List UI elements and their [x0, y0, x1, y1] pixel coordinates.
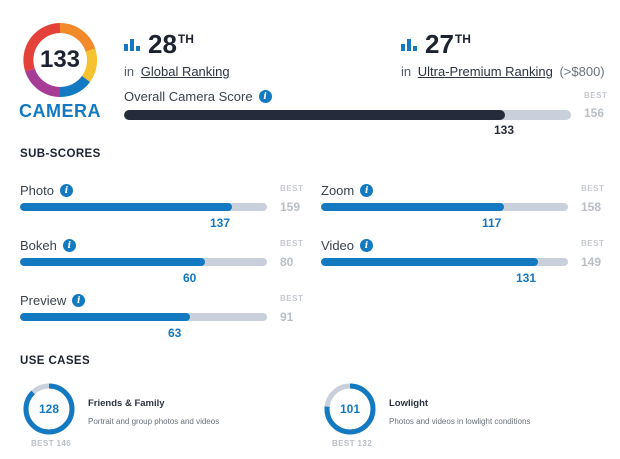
- subscore-zoom-best-caption: BEST: [581, 184, 605, 193]
- subscore-photo-label: Photo i: [20, 183, 73, 198]
- subscore-bokeh-fill: [20, 258, 206, 266]
- usecase-score: 101: [339, 402, 361, 416]
- subscore-preview-value: 63: [168, 326, 182, 340]
- badge-score: 133: [39, 46, 81, 73]
- subscore-label-text: Zoom: [321, 183, 355, 198]
- global-rank-number: 28: [148, 29, 177, 59]
- overall-score-fill: [124, 110, 506, 120]
- usecase-lowlight-text: Lowlight Photos and videos in lowlight c…: [389, 398, 530, 426]
- overall-score-bar: [124, 110, 571, 120]
- usecase-description: Photos and videos in lowlight conditions: [389, 417, 531, 426]
- subscore-video-bar: [321, 258, 568, 266]
- segment-rank-number: 27: [425, 29, 454, 59]
- global-rank-suffix: TH: [177, 32, 194, 46]
- segment-rank-prefix: in: [401, 64, 412, 79]
- usecase-lowlight-ring: 101: [323, 382, 377, 436]
- usecase-title: Lowlight: [389, 398, 429, 409]
- overall-score-label: Overall Camera Score i: [124, 89, 272, 104]
- badge-ring-icon: [23, 23, 98, 98]
- subscore-zoom-value: 117: [482, 216, 502, 230]
- overall-best-value: 156: [584, 106, 605, 120]
- segment-rank-suffix: TH: [454, 32, 471, 46]
- category-label: CAMERA: [19, 101, 101, 121]
- subscore-preview-bar: [20, 313, 267, 321]
- overall-best-caption: BEST: [584, 91, 608, 100]
- subscore-zoom-best: 158: [581, 200, 602, 214]
- subscore-photo-value: 137: [210, 216, 231, 230]
- usecase-friends-family-best: BEST 146: [31, 439, 72, 448]
- bar-chart-icon: [401, 38, 417, 51]
- info-icon[interactable]: i: [59, 184, 73, 197]
- subscore-preview-best: 91: [280, 310, 294, 324]
- subscore-video-best: 149: [581, 255, 602, 269]
- usecase-title: Friends & Family: [88, 398, 165, 409]
- subscore-zoom-bar: [321, 203, 568, 211]
- global-ranking-link[interactable]: Global Ranking: [140, 64, 230, 79]
- segment-ranking-link[interactable]: Ultra-Premium Ranking: [417, 64, 553, 79]
- subscore-preview-best-caption: BEST: [280, 294, 304, 303]
- overall-score-value: 133: [494, 123, 515, 137]
- overall-label-text: Overall Camera Score: [124, 89, 253, 104]
- subscore-bokeh-best-caption: BEST: [280, 239, 304, 248]
- subscore-photo-best-caption: BEST: [280, 184, 304, 193]
- info-icon[interactable]: i: [258, 90, 272, 103]
- usecase-score: 128: [38, 402, 60, 416]
- segment-price-range: (>$800): [559, 64, 605, 79]
- subscore-preview-label: Preview i: [20, 293, 86, 308]
- global-ranking: 28 TH in Global Ranking: [124, 30, 230, 79]
- info-icon[interactable]: i: [72, 294, 86, 307]
- subscore-label-text: Video: [321, 238, 355, 253]
- subscore-video-value: 131: [516, 271, 537, 285]
- segment-ranking: 27 TH in Ultra-Premium Ranking (>$800): [401, 30, 605, 79]
- info-icon[interactable]: i: [62, 239, 76, 252]
- subscore-zoom-fill: [321, 203, 504, 211]
- usecase-friends-family-ring: 128: [22, 382, 76, 436]
- subscore-bokeh-best: 80: [280, 255, 294, 269]
- subscores-title: SUB-SCORES: [20, 148, 101, 160]
- subscore-photo-bar: [20, 203, 267, 211]
- global-rank-prefix: in: [124, 64, 135, 79]
- subscore-photo-best: 159: [280, 200, 301, 214]
- subscore-video-fill: [321, 258, 539, 266]
- subscore-bokeh-bar: [20, 258, 267, 266]
- bar-chart-icon: [124, 38, 140, 51]
- subscore-bokeh-label: Bokeh i: [20, 238, 76, 253]
- subscore-zoom-label: Zoom i: [321, 183, 374, 198]
- camera-score-badge: 133: [20, 20, 100, 100]
- subscore-photo-fill: [20, 203, 233, 211]
- use-cases-title: USE CASES: [20, 355, 91, 367]
- subscore-label-text: Preview: [20, 293, 67, 308]
- subscore-video-best-caption: BEST: [581, 239, 605, 248]
- info-icon[interactable]: i: [360, 184, 374, 197]
- usecase-description: Portrait and group photos and videos: [88, 417, 220, 426]
- info-icon[interactable]: i: [360, 239, 374, 252]
- subscore-video-label: Video i: [321, 238, 374, 253]
- usecase-lowlight-best: BEST 132: [332, 439, 373, 448]
- usecase-friends-family-text: Friends & Family Portrait and group phot…: [88, 398, 219, 426]
- subscore-label-text: Photo: [20, 183, 54, 198]
- subscore-bokeh-value: 60: [183, 271, 197, 285]
- subscore-preview-fill: [20, 313, 191, 321]
- subscore-label-text: Bokeh: [20, 238, 57, 253]
